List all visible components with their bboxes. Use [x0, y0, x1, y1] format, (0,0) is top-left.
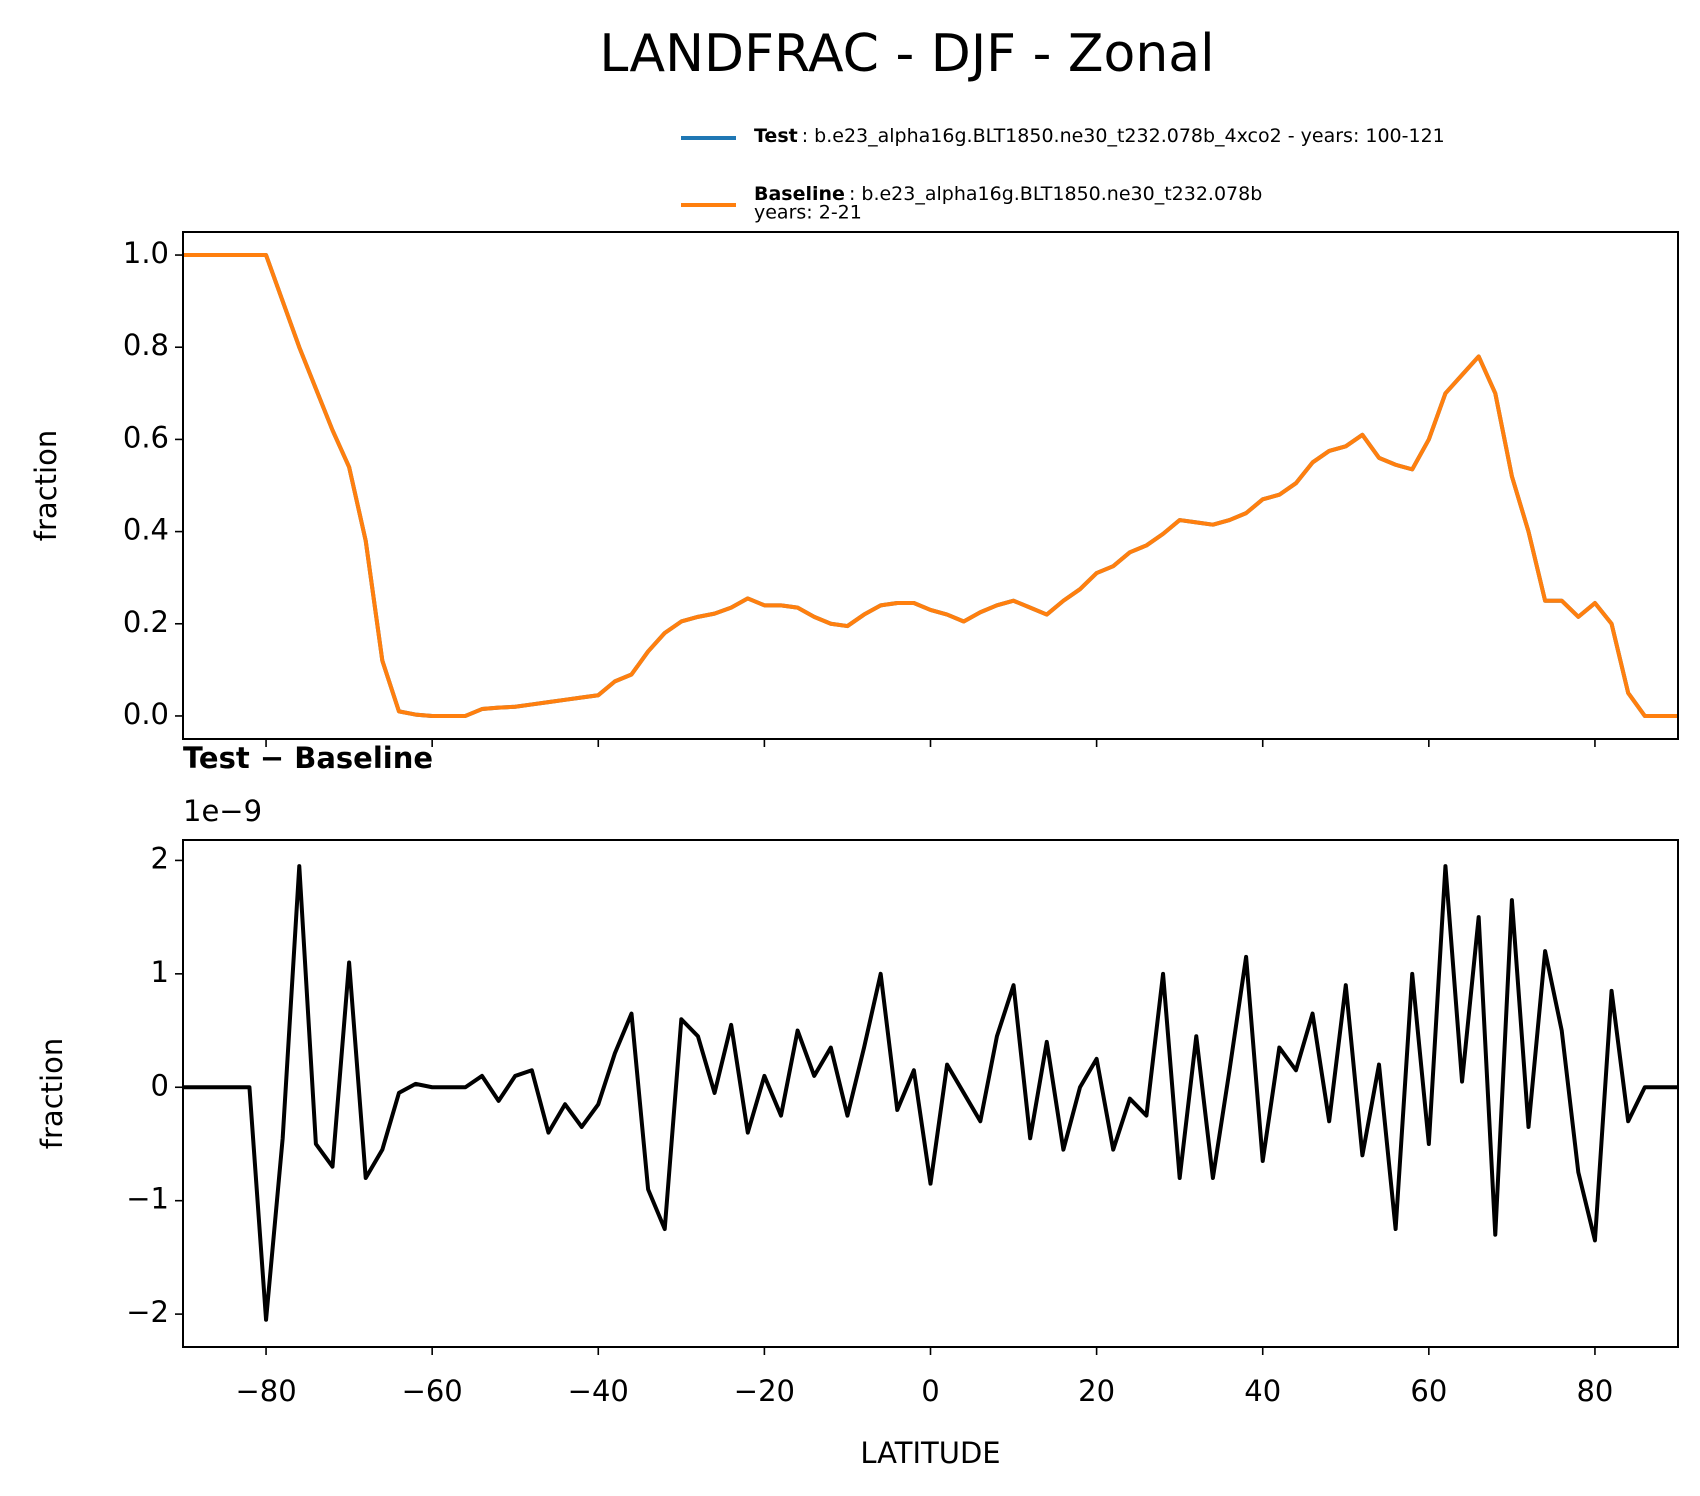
- x-tick-label: 0: [921, 1374, 939, 1408]
- y-tick-label: 0.6: [123, 420, 169, 454]
- data-line: [183, 864, 1678, 1322]
- y-tick-label: 0.0: [123, 697, 169, 731]
- y-tick-label: 1.0: [123, 236, 169, 270]
- x-tick-label: 40: [1244, 1374, 1281, 1408]
- offset-label: 1e−9: [183, 794, 262, 828]
- x-tick-label: 60: [1410, 1374, 1447, 1408]
- y-tick-label: 2: [151, 841, 169, 875]
- y-tick-label: 0.2: [123, 605, 169, 639]
- y-tick-label: −1: [126, 1182, 169, 1216]
- legend-text: : b.e23_alpha16g.BLT1850.ne30_t232.078b: [849, 183, 1262, 205]
- y-tick-label: 0.4: [123, 513, 169, 547]
- axes-title: Test − Baseline: [183, 741, 433, 775]
- axes-frame: [182, 231, 1679, 740]
- x-axis-label: LATITUDE: [860, 1436, 1000, 1470]
- x-tick-label: −60: [402, 1374, 463, 1408]
- data-line: [183, 253, 1678, 718]
- legend-name: Test: [754, 125, 798, 147]
- y-axis-label: fraction: [29, 430, 63, 541]
- plot-area: [183, 864, 1678, 1322]
- legend-label: Baseline: b.e23_alpha16g.BLT1850.ne30_t2…: [754, 183, 1262, 205]
- x-tick-label: −40: [568, 1374, 629, 1408]
- y-tick-label: 1: [151, 955, 169, 989]
- y-tick-label: 0.8: [123, 328, 169, 362]
- y-tick-label: −2: [126, 1295, 169, 1329]
- plot-area: [183, 253, 1678, 718]
- legend-text: : b.e23_alpha16g.BLT1850.ne30_t232.078b_…: [802, 125, 1445, 147]
- figure-title: LANDFRAC - DJF - Zonal: [599, 24, 1214, 84]
- x-tick-label: 20: [1078, 1374, 1115, 1408]
- x-tick-label: −20: [734, 1374, 795, 1408]
- y-axis-label: fraction: [35, 1038, 69, 1149]
- legend-name: Baseline: [754, 183, 845, 205]
- axes-frame: [182, 839, 1679, 1348]
- y-tick-label: 0: [151, 1068, 169, 1102]
- legend-label: Test: b.e23_alpha16g.BLT1850.ne30_t232.0…: [754, 125, 1445, 147]
- legend-text: years: 2-21: [754, 202, 862, 224]
- x-tick-label: −80: [235, 1374, 296, 1408]
- x-tick-label: 80: [1576, 1374, 1613, 1408]
